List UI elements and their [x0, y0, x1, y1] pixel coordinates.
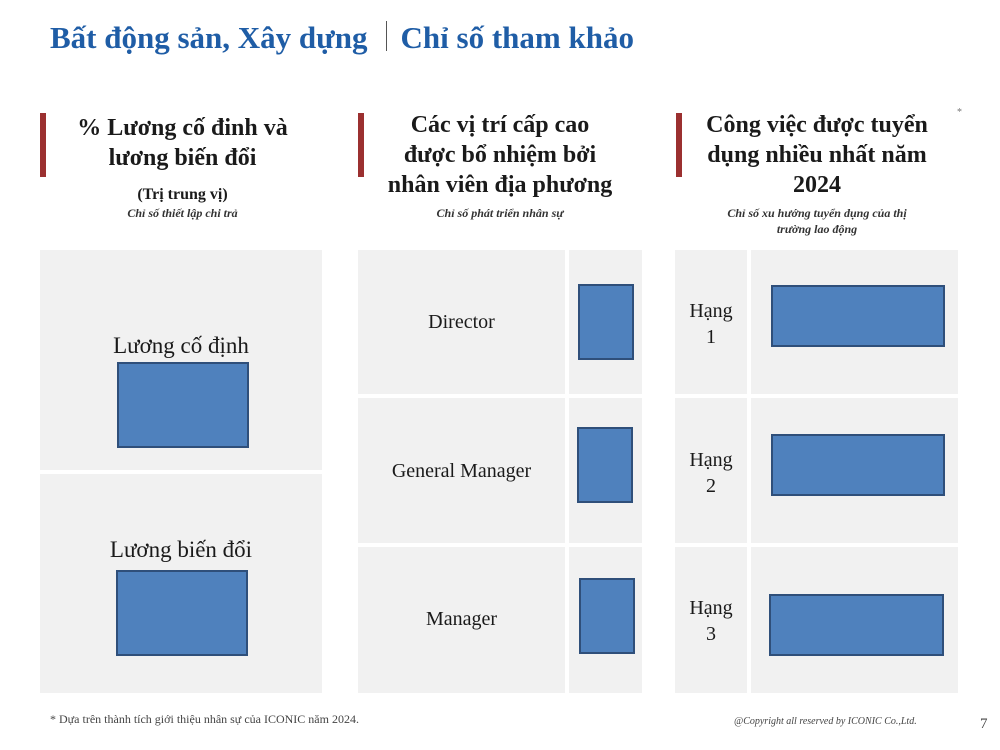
- asterisk-mark: *: [957, 107, 962, 118]
- column-1-subtitle: Chỉ số thiết lập chi trả: [127, 206, 238, 220]
- column-2-subtitle: Chỉ số phát triển nhân sự: [436, 206, 564, 220]
- rank-2-label: Hạng 2: [675, 447, 747, 499]
- rank-1-label-cell: [675, 250, 747, 394]
- director-label: Director: [428, 311, 495, 333]
- manager-value-box: [579, 578, 635, 654]
- variable-salary-label: Lương biến đổi: [109, 537, 253, 562]
- column-3-subtitle-line2: trường lao động: [776, 222, 858, 237]
- column-2-accent-bar: [358, 113, 364, 177]
- director-value-box: [578, 284, 634, 360]
- manager-label: Manager: [425, 608, 498, 630]
- column-3-subtitle-line1: Chỉ số xu hướng tuyển dụng của thị: [727, 206, 907, 220]
- copyright-notice: @Copyright all reserved by ICONIC Co.,Lt…: [734, 716, 917, 727]
- manager-label-cell: [358, 547, 565, 693]
- rank-1-number: 1: [706, 326, 716, 348]
- page-title-industry: Bất động sản, Xây dựng: [50, 20, 368, 55]
- column-2-title: Các vị trí cấp cao được bổ nhiệm bởi nhâ…: [366, 110, 634, 200]
- director-label-cell: [358, 250, 565, 394]
- rank-3-word: Hạng: [689, 597, 733, 619]
- rank-3-label-cell: [675, 547, 747, 693]
- rank-3-number: 3: [706, 623, 716, 645]
- page-number: 7: [980, 716, 988, 732]
- rank-1-word: Hạng: [689, 300, 733, 322]
- column-3-title-line3: 2024: [793, 172, 841, 198]
- column-3-accent-bar: [676, 113, 682, 177]
- fixed-salary-value-box: [117, 362, 249, 448]
- column-2-title-line2: được bổ nhiệm bởi: [403, 142, 597, 168]
- rank-2-value-box: [771, 434, 945, 496]
- general-manager-value-box: [577, 427, 633, 503]
- variable-salary-value-box: [116, 570, 248, 656]
- general-manager-label-cell: [358, 398, 565, 543]
- column-1-title-line1: % Lương cố đinh và: [77, 115, 288, 141]
- column-1-note: (Trị trung vị): [137, 186, 228, 203]
- rank-3-label: Hạng 3: [675, 595, 747, 647]
- general-manager-label: General Manager: [391, 460, 532, 482]
- column-3-title: Công việc được tuyển dụng nhiều nhất năm…: [684, 110, 950, 200]
- column-3-subtitle: Chỉ số xu hướng tuyển dụng của thị trườn…: [684, 205, 950, 237]
- rank-3-value-box: [769, 594, 944, 656]
- title-separator: [385, 21, 387, 51]
- rank-2-number: 2: [706, 475, 716, 497]
- page-title: Bất động sản, Xây dựng Chỉ số tham khảo: [50, 20, 634, 56]
- column-2-title-line3: nhân viên địa phương: [387, 172, 613, 198]
- column-3-title-line2: dụng nhiều nhất năm: [707, 142, 927, 168]
- rank-2-label-cell: [675, 398, 747, 543]
- column-1-accent-bar: [40, 113, 46, 177]
- column-3-title-line1: Công việc được tuyển: [706, 112, 928, 138]
- page-title-section: Chỉ số tham khảo: [400, 20, 634, 55]
- rank-2-word: Hạng: [689, 449, 733, 471]
- rank-1-label: Hạng 1: [675, 298, 747, 350]
- column-1-title-line2: lương biến đổi: [108, 145, 257, 171]
- footnote: * Dựa trên thành tích giới thiệu nhân sự…: [50, 712, 359, 726]
- column-1-title: % Lương cố đinh và lương biến đổi: [50, 113, 315, 173]
- column-2-title-line1: Các vị trí cấp cao: [410, 112, 590, 138]
- fixed-salary-label: Lương cố định: [113, 333, 249, 358]
- rank-1-value-box: [771, 285, 945, 347]
